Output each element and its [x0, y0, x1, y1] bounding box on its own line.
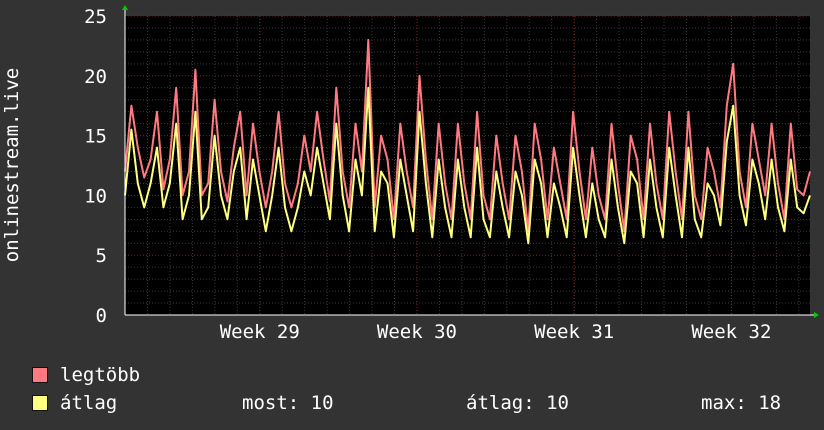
y-tick-label: 0: [96, 305, 107, 327]
legend-label-avg: átlag: [60, 392, 118, 414]
y-tick-label: 20: [84, 66, 107, 88]
stat-average: átlag: 10: [466, 392, 569, 414]
x-tick-label: Week 29: [220, 321, 300, 343]
x-tick-label: Week 31: [534, 321, 614, 343]
x-tick-label: Week 32: [691, 321, 771, 343]
legend-swatch-max: [32, 367, 48, 383]
x-axis-arrow: [814, 312, 819, 318]
stat-current: most: 10: [242, 392, 334, 414]
y-axis-arrow: [122, 5, 128, 10]
y-tick-label: 10: [84, 185, 107, 207]
legend-item-max: legtöbb: [32, 365, 140, 385]
legend-swatch-avg: [32, 395, 48, 411]
y-tick-label: 5: [96, 245, 107, 267]
series-line-max: [124, 38, 811, 233]
legend-label-max: legtöbb: [60, 364, 141, 386]
stat-maximum: max: 18: [701, 392, 782, 414]
series-line-avg: [124, 86, 811, 245]
plot-area: [125, 16, 810, 315]
x-tick-label: Week 30: [377, 321, 457, 343]
y-tick-label: 15: [84, 126, 107, 148]
y-axis-title: onlinestream.live: [1, 68, 23, 262]
y-tick-label: 25: [84, 6, 107, 28]
legend-item-avg: átlag: [32, 393, 117, 413]
